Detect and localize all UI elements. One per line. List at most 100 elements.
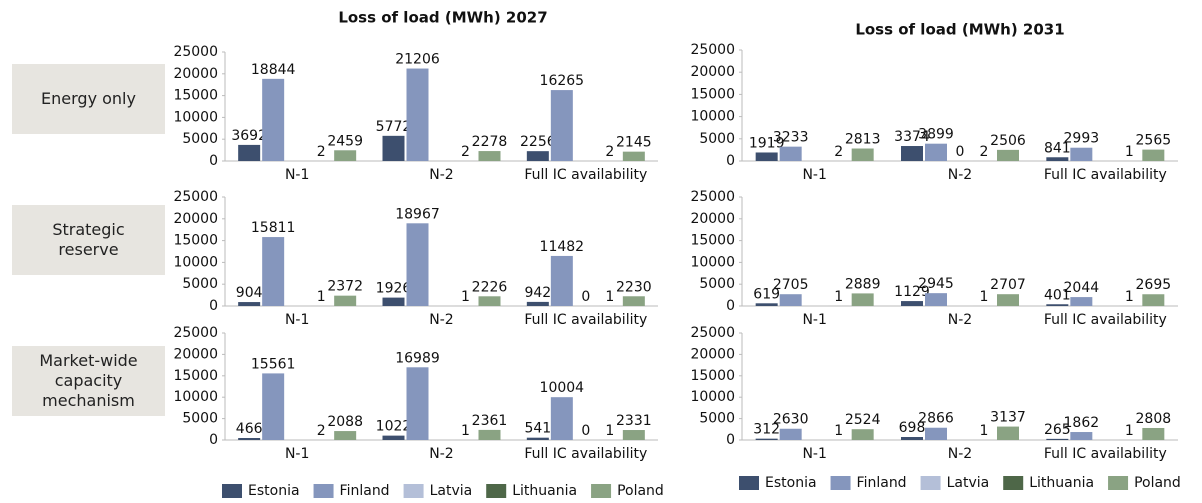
x-tick-label: N-2 bbox=[429, 167, 453, 183]
bar bbox=[406, 367, 429, 440]
value-label: 2565 bbox=[1136, 133, 1172, 149]
value-label: 1 bbox=[1125, 144, 1134, 160]
bar bbox=[755, 303, 778, 306]
value-label: 5772 bbox=[376, 119, 412, 135]
value-label: 841 bbox=[1044, 140, 1071, 156]
x-tick-label: Full IC availability bbox=[524, 312, 647, 328]
value-label: 3692 bbox=[231, 128, 267, 144]
value-label: 1 bbox=[1125, 423, 1134, 439]
legend-swatch bbox=[739, 476, 759, 490]
value-label: 21206 bbox=[395, 52, 440, 68]
y-tick-label: 15000 bbox=[173, 233, 218, 249]
legend-swatch bbox=[1108, 476, 1129, 490]
legend-label: Latvia bbox=[430, 483, 473, 499]
y-tick-label: 10000 bbox=[690, 109, 735, 125]
bar bbox=[1046, 304, 1069, 306]
bar bbox=[622, 151, 645, 161]
y-tick-label: 20000 bbox=[690, 64, 735, 80]
y-tick-label: 15000 bbox=[690, 86, 735, 102]
chart-title: Loss of load (MWh) 2031 bbox=[855, 21, 1064, 39]
y-tick-label: 20000 bbox=[690, 211, 735, 227]
bar bbox=[406, 68, 429, 161]
y-tick-label: 5000 bbox=[699, 131, 735, 147]
bar bbox=[851, 429, 874, 440]
bar bbox=[901, 437, 923, 440]
bar bbox=[925, 427, 947, 440]
y-tick-label: 10000 bbox=[173, 389, 218, 405]
x-tick-label: N-2 bbox=[429, 446, 453, 462]
value-label: 1 bbox=[980, 289, 989, 305]
value-label: 2707 bbox=[990, 277, 1026, 293]
bar bbox=[334, 295, 357, 306]
y-tick-label: 15000 bbox=[690, 233, 735, 249]
value-label: 2278 bbox=[472, 134, 508, 150]
bar bbox=[478, 296, 501, 306]
x-tick-label: N-1 bbox=[285, 446, 309, 462]
y-tick-label: 10000 bbox=[690, 389, 735, 405]
y-tick-label: 20000 bbox=[690, 346, 735, 362]
y-tick-label: 0 bbox=[209, 298, 218, 314]
legend-label: Lithuania bbox=[512, 483, 577, 499]
bar bbox=[755, 152, 778, 161]
legend-label: Latvia bbox=[947, 475, 990, 491]
value-label: 2230 bbox=[616, 279, 652, 295]
value-label: 2808 bbox=[1136, 411, 1172, 427]
value-label: 2459 bbox=[327, 133, 363, 149]
y-tick-label: 25000 bbox=[690, 325, 735, 341]
legend-swatch bbox=[591, 484, 612, 498]
value-label: 2 bbox=[980, 144, 989, 160]
legend-label: Estonia bbox=[248, 483, 300, 499]
value-label: 3899 bbox=[918, 127, 954, 143]
value-label: 2 bbox=[461, 144, 470, 160]
value-label: 2705 bbox=[773, 277, 809, 293]
bar bbox=[779, 428, 802, 440]
value-label: 2524 bbox=[845, 412, 881, 428]
bar bbox=[262, 237, 285, 306]
y-tick-label: 5000 bbox=[182, 131, 218, 147]
bar bbox=[478, 151, 501, 161]
value-label: 1 bbox=[461, 423, 470, 439]
x-tick-label: Full IC availability bbox=[1044, 446, 1167, 462]
y-tick-label: 10000 bbox=[690, 254, 735, 270]
legend-swatch bbox=[222, 484, 242, 498]
y-tick-label: 5000 bbox=[699, 276, 735, 292]
bar bbox=[1070, 297, 1093, 306]
value-label: 2088 bbox=[327, 414, 363, 430]
value-label: 3233 bbox=[773, 130, 809, 146]
bar bbox=[238, 302, 261, 306]
y-tick-label: 25000 bbox=[173, 189, 218, 205]
bar bbox=[1142, 294, 1165, 306]
value-label: 2866 bbox=[918, 411, 954, 427]
y-tick-label: 15000 bbox=[173, 368, 218, 384]
value-label: 2044 bbox=[1064, 280, 1100, 296]
bar bbox=[779, 146, 802, 161]
value-label: 2630 bbox=[773, 412, 809, 428]
bar bbox=[1046, 438, 1069, 440]
value-label: 2695 bbox=[1136, 277, 1172, 293]
value-label: 904 bbox=[236, 285, 263, 301]
value-label: 2372 bbox=[327, 279, 363, 295]
value-label: 312 bbox=[753, 422, 780, 438]
y-tick-label: 20000 bbox=[173, 211, 218, 227]
value-label: 1 bbox=[461, 289, 470, 305]
x-tick-label: Full IC availability bbox=[1044, 167, 1167, 183]
bar bbox=[997, 294, 1019, 306]
bar bbox=[262, 78, 285, 161]
bar bbox=[406, 223, 429, 306]
bar bbox=[478, 429, 501, 440]
value-label: 2 bbox=[834, 144, 843, 160]
value-label: 1 bbox=[605, 289, 614, 305]
value-label: 1022 bbox=[376, 419, 412, 435]
value-label: 541 bbox=[524, 421, 551, 437]
x-tick-label: N-2 bbox=[948, 312, 972, 328]
value-label: 2813 bbox=[845, 132, 881, 148]
bar bbox=[755, 438, 778, 440]
value-label: 2145 bbox=[616, 135, 652, 151]
y-tick-label: 20000 bbox=[173, 346, 218, 362]
legend-label: Finland bbox=[857, 475, 907, 491]
value-label: 1919 bbox=[749, 135, 785, 151]
bar bbox=[622, 296, 645, 306]
value-label: 1 bbox=[834, 289, 843, 305]
value-label: 1 bbox=[317, 289, 326, 305]
